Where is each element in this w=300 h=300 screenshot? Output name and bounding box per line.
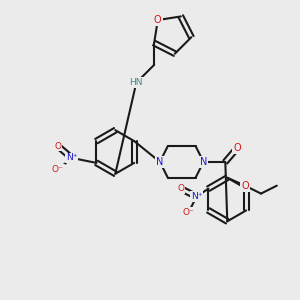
Text: N: N — [156, 157, 164, 167]
Text: O: O — [154, 15, 162, 25]
Text: N⁺: N⁺ — [191, 192, 202, 201]
Text: N: N — [200, 157, 207, 167]
Text: O: O — [241, 181, 249, 191]
Text: O⁻: O⁻ — [52, 165, 64, 174]
Text: N⁺: N⁺ — [66, 153, 77, 162]
Text: O⁻: O⁻ — [183, 208, 194, 217]
Text: O: O — [233, 143, 241, 153]
Text: HN: HN — [130, 78, 143, 87]
Text: O: O — [177, 184, 184, 193]
Text: O: O — [54, 142, 61, 151]
